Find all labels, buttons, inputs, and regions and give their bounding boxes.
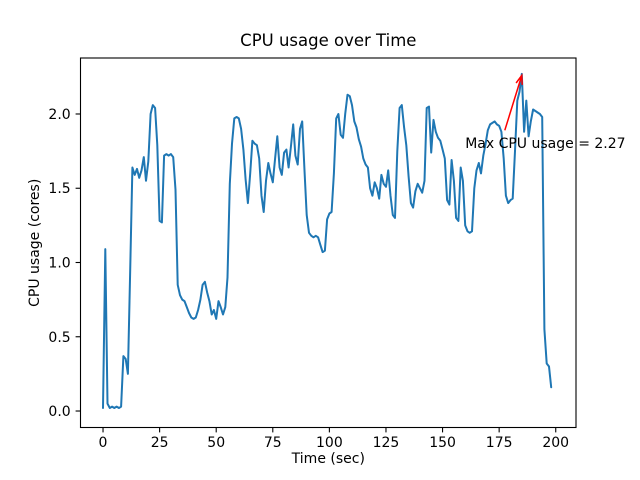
x-tick-label: 0 [99,435,108,451]
x-tick-label: 125 [373,435,400,451]
x-axis-label: Time (sec) [291,451,365,467]
y-axis-ticks: 0.0 0.5 1.0 1.5 2.0 [48,107,81,420]
y-tick-label: 0.5 [48,330,70,346]
y-tick-label: 1.0 [48,256,70,272]
y-tick-label: 2.0 [48,107,70,123]
x-tick-label: 175 [486,435,513,451]
x-tick-label: 150 [429,435,456,451]
x-tick-label: 75 [264,435,282,451]
annotation-arrow-icon [504,73,523,131]
plot-border [79,57,577,429]
y-axis-label: CPU usage (cores) [27,179,43,307]
annotation-text: Max CPU usage = 2.27 [465,136,625,152]
x-axis-ticks: 0 25 50 75 100 125 150 175 200 [99,427,569,451]
chart-title: CPU usage over Time [240,31,416,50]
cpu-usage-line [102,72,553,409]
x-tick-label: 25 [151,435,169,451]
x-tick-label: 50 [207,435,225,451]
max-annotation: Max CPU usage = 2.27 [465,73,626,152]
x-tick-label: 100 [316,435,343,451]
x-tick-label: 200 [542,435,569,451]
y-tick-label: 0.0 [48,404,70,420]
y-tick-label: 1.5 [48,181,70,197]
